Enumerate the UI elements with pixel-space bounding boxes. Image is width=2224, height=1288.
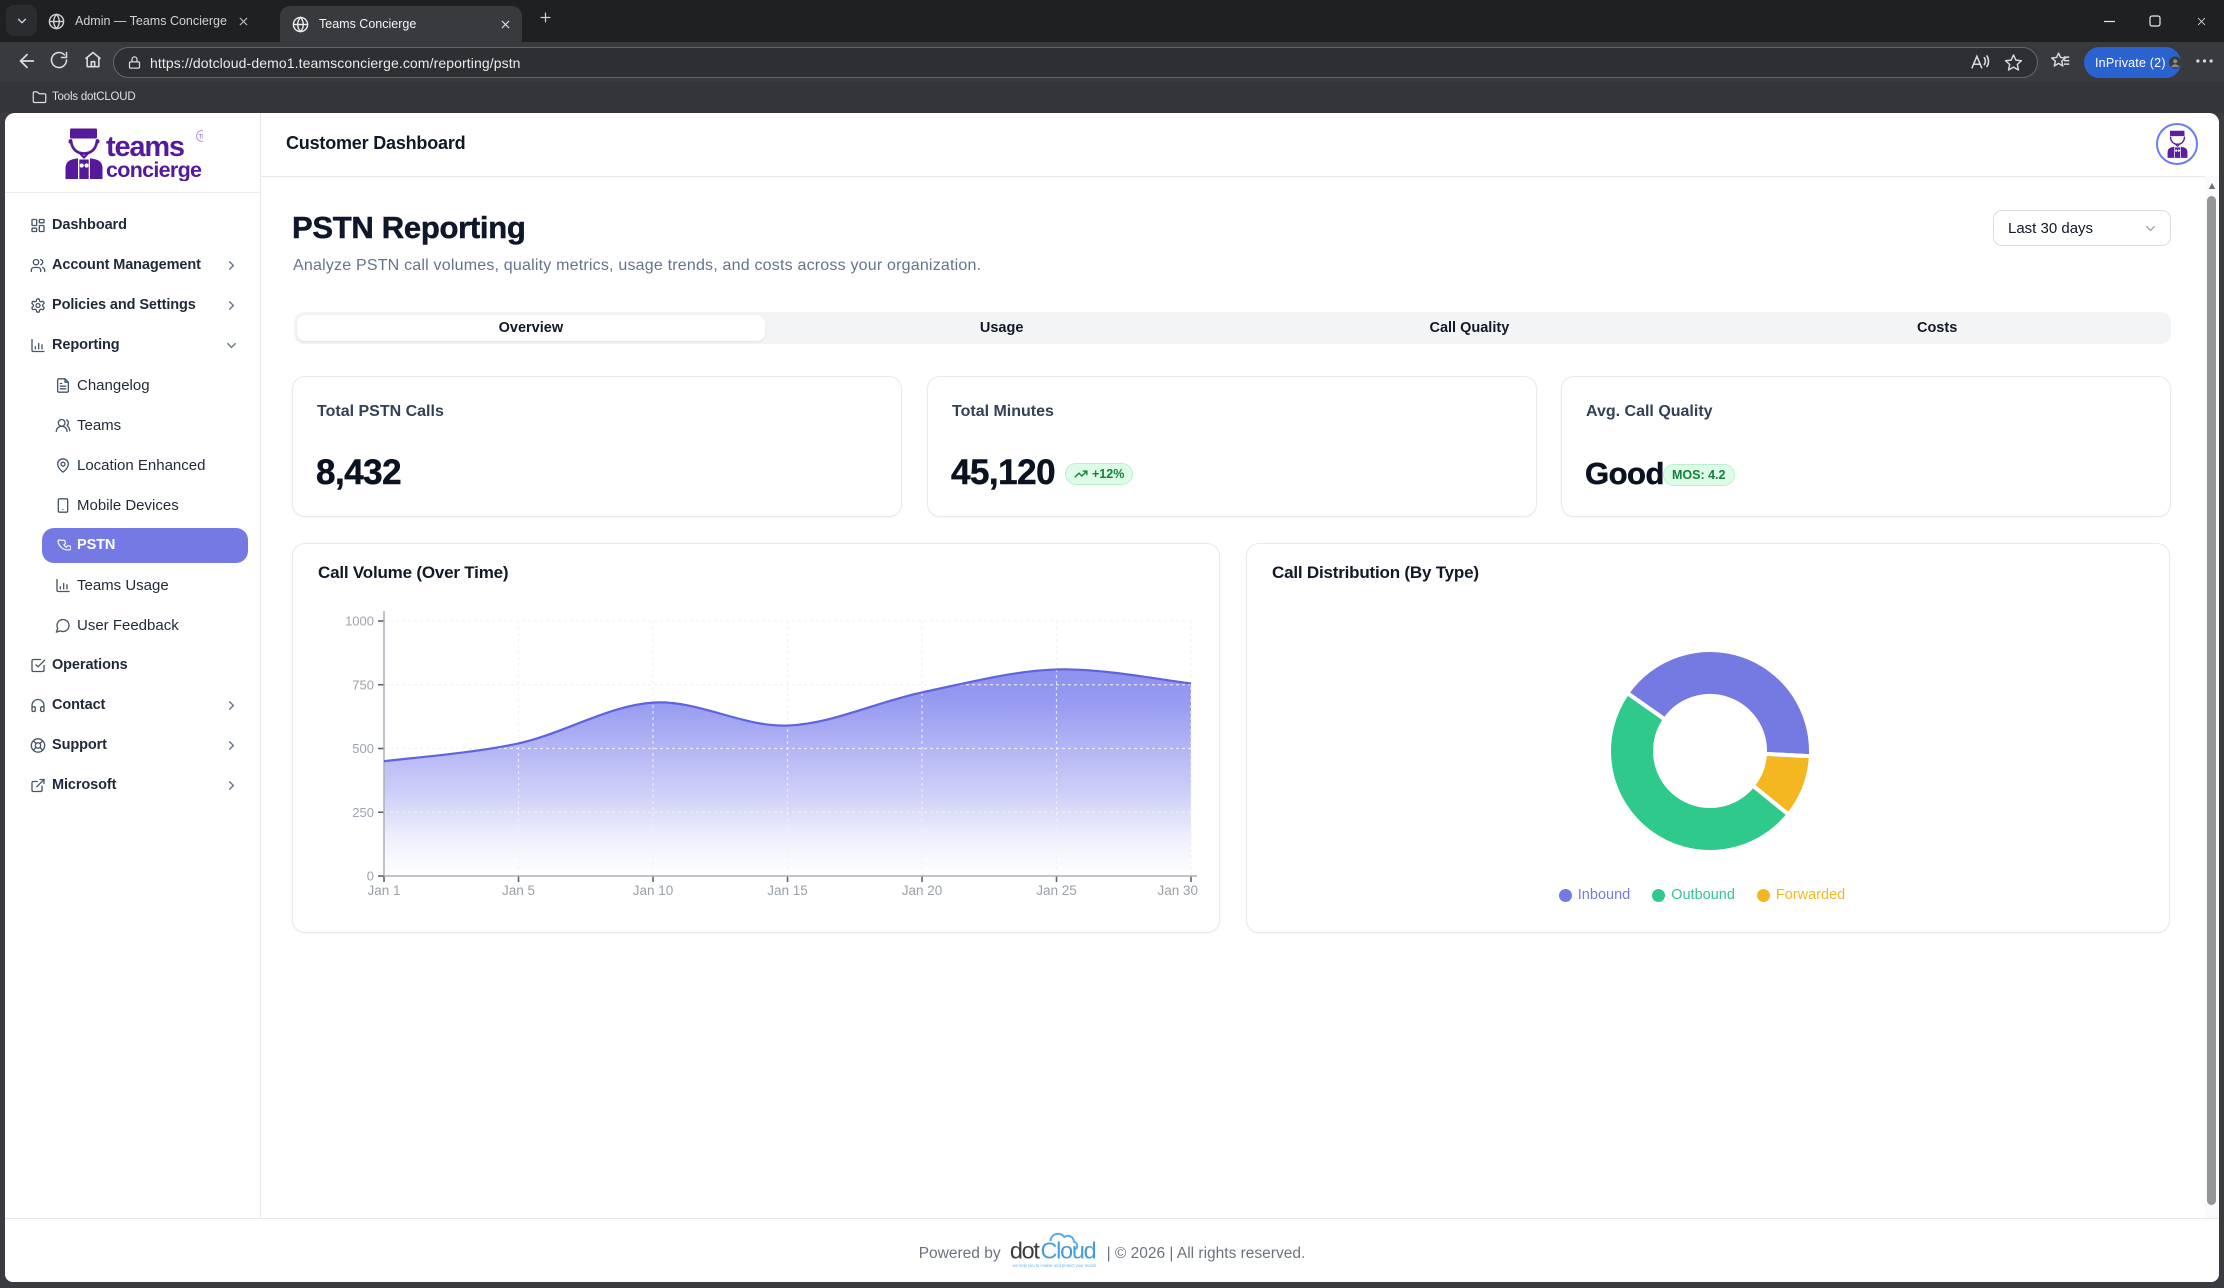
svg-text:Jan 20: Jan 20 — [902, 883, 943, 898]
svg-text:Jan 1: Jan 1 — [367, 883, 400, 898]
svg-text:Cloud: Cloud — [1040, 1237, 1095, 1263]
svg-text:1000: 1000 — [345, 614, 374, 629]
svg-text:250: 250 — [352, 805, 374, 820]
svg-text:Jan 5: Jan 5 — [502, 883, 535, 898]
svg-text:Jan 30: Jan 30 — [1157, 883, 1198, 898]
svg-text:Jan 25: Jan 25 — [1036, 883, 1077, 898]
svg-text:500: 500 — [352, 741, 374, 756]
svg-text:750: 750 — [352, 677, 374, 692]
svg-text:dot: dot — [1009, 1237, 1039, 1263]
svg-text:Jan 15: Jan 15 — [767, 883, 808, 898]
svg-text:0: 0 — [367, 869, 374, 884]
svg-text:Jan 10: Jan 10 — [633, 883, 674, 898]
svg-text:TM: TM — [199, 135, 204, 141]
svg-text:concierge: concierge — [106, 158, 202, 181]
svg-text:teams: teams — [106, 131, 184, 163]
svg-text:we help you to enable and prot: we help you to enable and protect your t… — [1012, 1262, 1095, 1267]
